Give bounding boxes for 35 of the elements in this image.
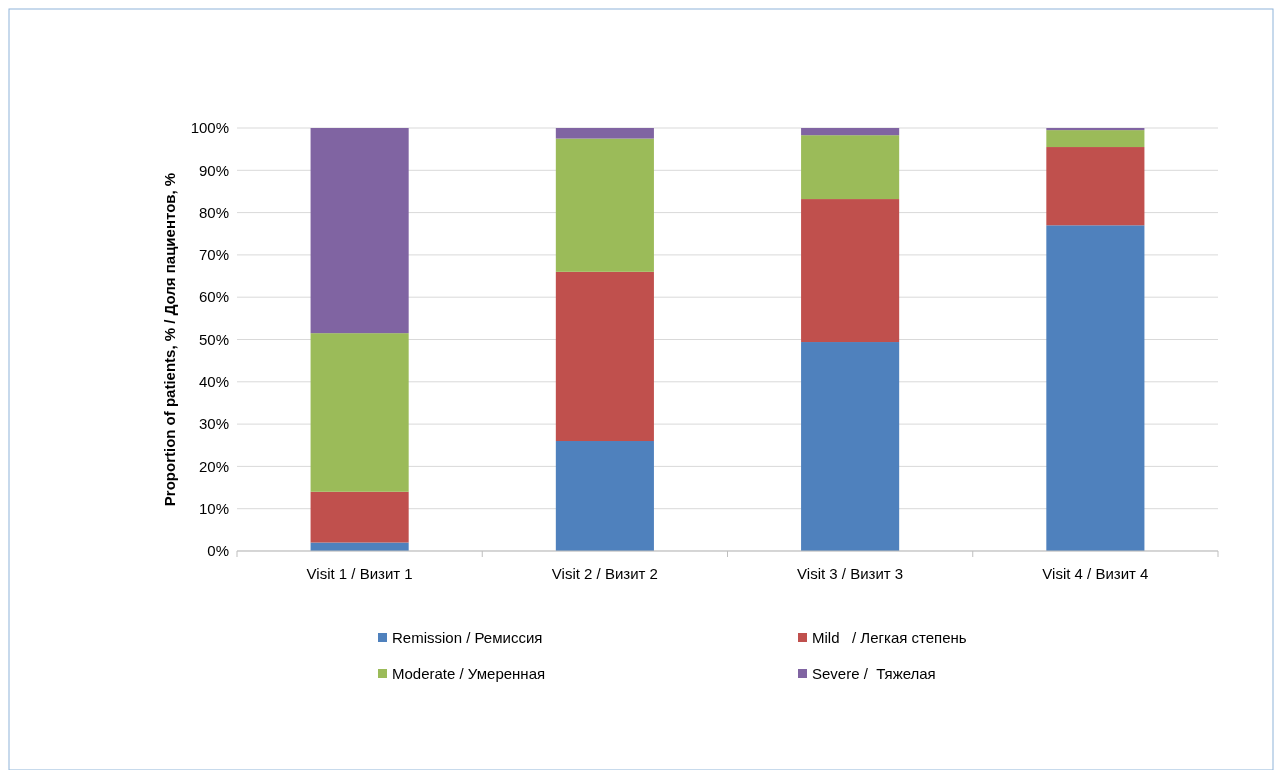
x-tick-label: Visit 4 / Визит 4 xyxy=(1042,565,1149,582)
y-tick-label: 100% xyxy=(190,119,229,137)
x-tick-label: Visit 2 / Визит 2 xyxy=(551,565,658,582)
bar xyxy=(555,138,654,272)
y-tick-label: 80% xyxy=(198,203,229,221)
bar xyxy=(1046,147,1145,226)
legend-label: Severe / Тяжелая xyxy=(812,665,936,683)
legend-label: Moderate / Умеренная xyxy=(392,665,546,683)
x-tick-label: Visit 1 / Визит 1 xyxy=(306,565,413,582)
bar xyxy=(310,128,409,334)
y-tick-label: 70% xyxy=(198,246,229,264)
y-tick-label: 50% xyxy=(198,330,229,348)
bar xyxy=(310,333,409,492)
bar xyxy=(1046,225,1145,551)
y-tick-label: 10% xyxy=(198,499,229,517)
legend-label: Mild / Легкая степень xyxy=(812,629,967,647)
bar xyxy=(1046,128,1145,131)
bar xyxy=(801,199,900,343)
bar xyxy=(555,441,654,551)
y-tick-label: 30% xyxy=(198,415,229,433)
bar xyxy=(801,135,900,200)
y-tick-label: 40% xyxy=(198,373,229,391)
bar xyxy=(1046,130,1145,148)
bar xyxy=(555,128,654,139)
y-axis-title: Proportion of patients, % / Доля пациентов, % xyxy=(161,172,178,507)
y-tick-label: 20% xyxy=(198,457,229,475)
legend-label: Remission / Ремиссия xyxy=(392,629,543,647)
y-tick-label: 90% xyxy=(198,161,229,179)
bar xyxy=(801,342,900,551)
y-tick-label: 60% xyxy=(198,288,229,306)
y-tick-label: 0% xyxy=(207,542,229,560)
bar xyxy=(801,128,900,136)
bar xyxy=(555,271,654,442)
bar xyxy=(310,491,409,543)
x-tick-label: Visit 3 / Визит 3 xyxy=(797,565,904,582)
